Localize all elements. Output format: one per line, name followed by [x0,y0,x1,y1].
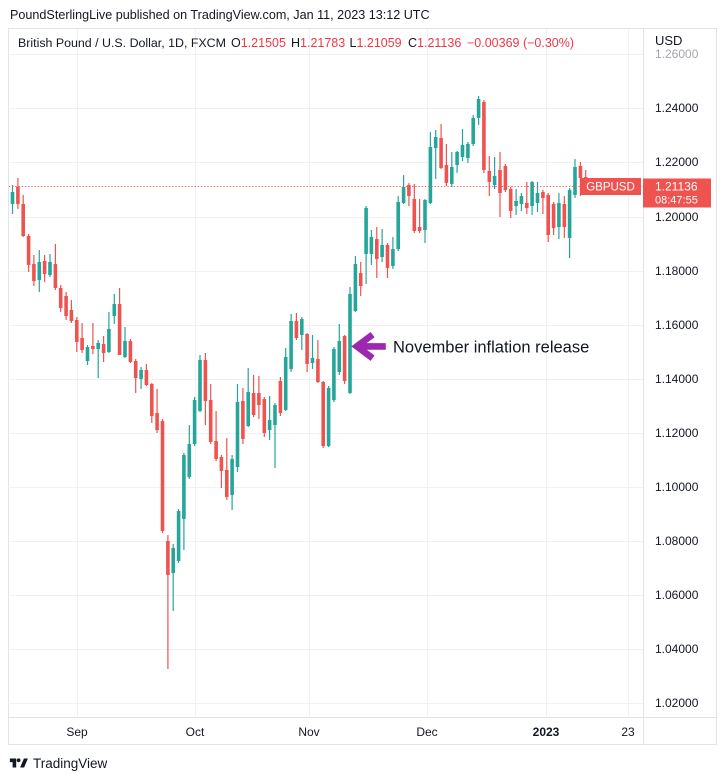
svg-text:1.08000: 1.08000 [655,534,699,548]
svg-text:1.14000: 1.14000 [655,372,699,386]
svg-text:November inflation release: November inflation release [393,339,589,357]
svg-text:1.18000: 1.18000 [655,264,699,278]
svg-text:1.16000: 1.16000 [655,318,699,332]
svg-text:PoundSterlingLive published on: PoundSterlingLive published on TradingVi… [10,8,430,22]
svg-text:1.12000: 1.12000 [655,426,699,440]
svg-text:Sep: Sep [66,725,88,739]
svg-text:H1.21783: H1.21783 [291,36,345,50]
svg-text:TradingView: TradingView [33,756,108,771]
svg-text:08:47:55: 08:47:55 [655,195,698,207]
svg-text:Dec: Dec [416,725,437,739]
svg-text:1.26000: 1.26000 [655,47,699,61]
svg-text:1.20000: 1.20000 [655,210,699,224]
svg-text:1.02000: 1.02000 [655,696,699,710]
svg-text:L1.21059: L1.21059 [350,36,402,50]
svg-text:1.10000: 1.10000 [655,480,699,494]
svg-text:Oct: Oct [186,725,205,739]
svg-text:−0.00369 (−0.30%): −0.00369 (−0.30%) [467,36,574,50]
svg-text:1.22000: 1.22000 [655,155,699,169]
svg-text:British Pound / U.S. Dollar, 1: British Pound / U.S. Dollar, 1D, FXCM [18,36,226,50]
svg-text:23: 23 [621,725,635,739]
svg-text:O1.21505: O1.21505 [231,36,286,50]
svg-text:1.21136: 1.21136 [655,180,698,194]
svg-text:1.06000: 1.06000 [655,588,699,602]
svg-text:1.24000: 1.24000 [655,101,699,115]
svg-text:Nov: Nov [298,725,319,739]
svg-text:C1.21136: C1.21136 [408,36,461,50]
svg-text:1.04000: 1.04000 [655,642,699,656]
svg-text:USD: USD [655,33,682,48]
svg-text:GBPUSD: GBPUSD [586,182,635,194]
svg-text:2023: 2023 [533,725,560,739]
